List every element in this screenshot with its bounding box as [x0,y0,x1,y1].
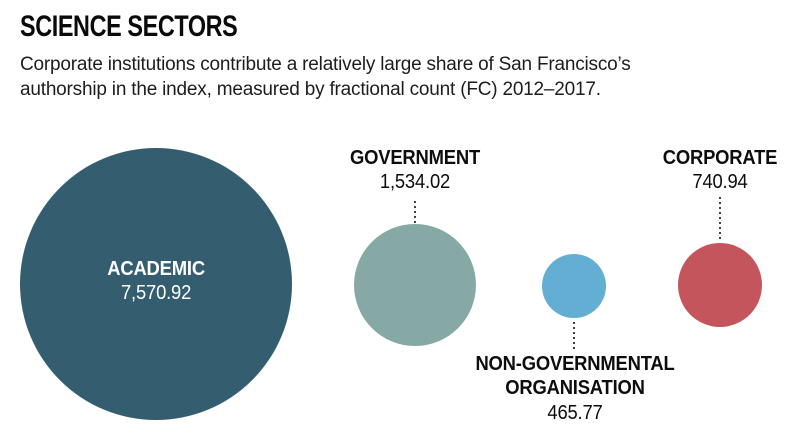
bubble-ngo-label-group: NON-GOVERNMENTAL ORGANISATION 465.77 [465,352,686,425]
bubble-academic-label: ACADEMIC [107,258,205,280]
chart-title: SCIENCE SECTORS [20,10,238,43]
chart-header: SCIENCE SECTORS Corporate institutions c… [20,10,780,102]
corporate-leader-line [719,197,721,241]
bubble-corporate-label-group: CORPORATE 740.94 [628,147,800,193]
bubble-ngo-value: 465.77 [547,402,603,424]
bubble-ngo-label-line-2: ORGANISATION [505,377,645,399]
bubble-corporate [678,243,762,327]
chart-subtitle: Corporate institutions contribute a rela… [20,52,780,102]
bubble-academic-label-group: ACADEMIC 7,570.92 [107,258,205,304]
bubble-government-value: 1,534.02 [379,171,451,193]
bubble-academic: ACADEMIC 7,570.92 [20,148,292,420]
chart-subtitle-line-2: authorship in the index, measured by fra… [20,79,601,100]
bubble-corporate-label: CORPORATE [662,147,778,169]
bubble-ngo [542,254,606,318]
bubble-academic-value: 7,570.92 [120,282,192,304]
bubble-ngo-label-line-1: NON-GOVERNMENTAL [475,353,675,375]
bubble-corporate-value: 740.94 [692,171,748,193]
ngo-leader-line [573,322,575,350]
government-leader-line [414,201,416,223]
bubble-government-label: GOVERNMENT [349,147,481,169]
bubble-government-label-group: GOVERNMENT 1,534.02 [323,147,507,193]
chart-subtitle-line-1: Corporate institutions contribute a rela… [20,54,631,75]
bubble-government [354,224,476,346]
